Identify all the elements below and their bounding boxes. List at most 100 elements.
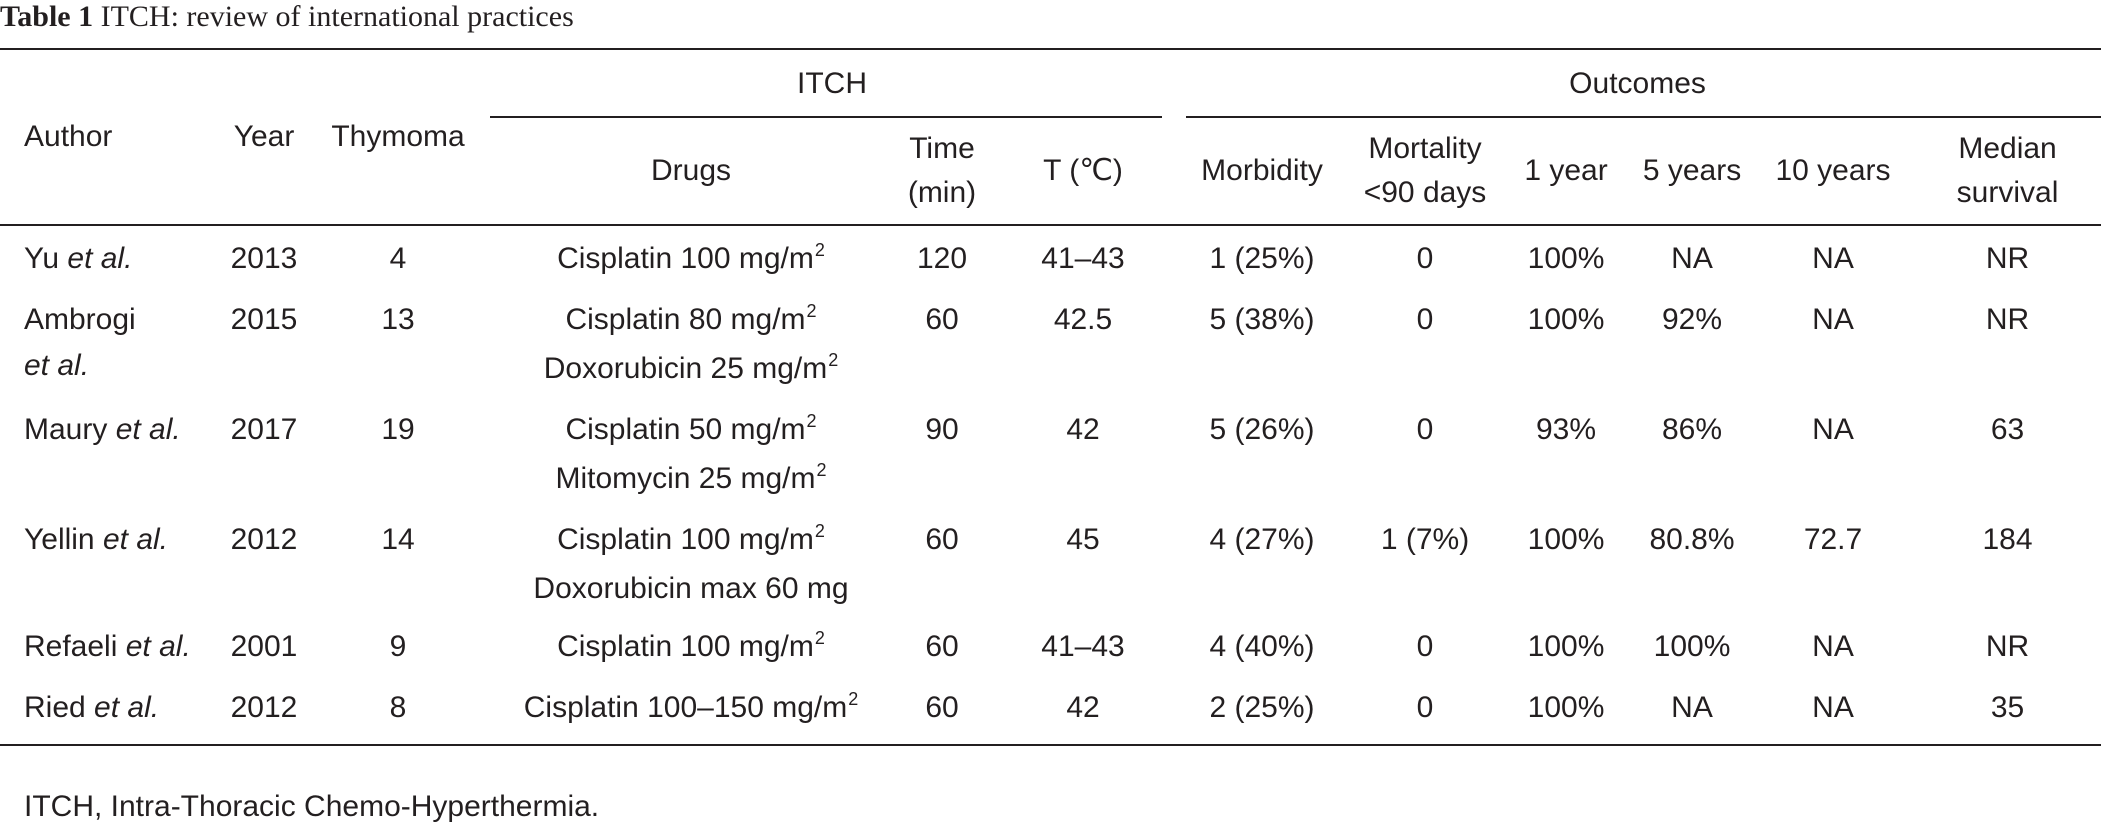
author-et-al: et al. <box>102 523 169 556</box>
cell-1-year: 100% <box>1527 691 1605 724</box>
drug-line: Cisplatin 100 mg/m2 <box>490 517 892 566</box>
cell-morbidity: 1 (25%) <box>1209 242 1315 275</box>
cell-morbidity: 4 (27%) <box>1209 523 1315 556</box>
cell-time: 60 <box>925 691 959 724</box>
drug-text: Cisplatin 100–150 mg/m <box>523 691 848 724</box>
cell-temperature: 42 <box>1066 413 1100 446</box>
cell-drugs: Cisplatin 100 mg/m2 <box>490 225 892 291</box>
table-header: Author Year Thymoma ITCH Outcomes Drugs … <box>0 49 2101 225</box>
cell-10-years: NA <box>1812 413 1854 446</box>
col-header-1-year: 1 year <box>1524 154 1608 187</box>
cell-morbidity: 5 (26%) <box>1209 413 1315 446</box>
cell-median-survival: 63 <box>1990 413 2025 446</box>
drug-line: Doxorubicin 25 mg/m2 <box>490 346 892 395</box>
cell-year: 2001 <box>230 630 298 663</box>
drug-superscript: 2 <box>816 460 827 480</box>
drug-superscript: 2 <box>814 240 825 260</box>
author-et-al: et al. <box>125 630 191 663</box>
cell-drugs: Cisplatin 50 mg/m2 Mitomycin 25 mg/m2 <box>490 401 892 511</box>
table-caption-label: Table 1 <box>0 0 94 33</box>
drug-superscript: 2 <box>848 689 859 709</box>
cell-author: Refaeli et al. <box>0 618 222 679</box>
itch-review-table: Author Year Thymoma ITCH Outcomes Drugs … <box>0 48 2101 746</box>
cell-1-year: 100% <box>1527 630 1605 663</box>
cell-temperature: 41–43 <box>1041 242 1125 275</box>
cell-drugs: Cisplatin 100–150 mg/m2 <box>490 679 892 745</box>
cell-time: 60 <box>925 523 959 556</box>
table-row: Yellin et al. 2012 14 Cisplatin 100 mg/m2 Do… <box>0 511 2101 618</box>
cell-median-survival: 35 <box>1990 691 2025 724</box>
drug-text: Doxorubicin max 60 mg <box>533 572 849 605</box>
col-header-time-line2: (min) <box>907 176 977 209</box>
cell-temperature: 42.5 <box>1053 303 1113 336</box>
cell-temperature: 45 <box>1066 523 1100 556</box>
cell-thymoma: 13 <box>381 303 415 336</box>
cell-1-year: 93% <box>1535 413 1597 446</box>
author-name: Ambrogi <box>24 303 136 336</box>
col-header-year: Year <box>233 120 295 153</box>
cell-author: Yu et al. <box>0 225 222 291</box>
table-row: Yu et al. 2013 4 Cisplatin 100 mg/m2 120 41–4… <box>0 225 2101 291</box>
cell-5-years: 80.8% <box>1649 523 1735 556</box>
table-row: Ried et al. 2012 8 Cisplatin 100–150 mg/m2 6… <box>0 679 2101 745</box>
cell-5-years: 92% <box>1661 303 1723 336</box>
cell-temperature: 41–43 <box>1041 630 1125 663</box>
drug-line: Cisplatin 100–150 mg/m2 <box>490 685 892 734</box>
table-caption-title: ITCH: review of international practices <box>100 0 574 33</box>
cell-temperature: 42 <box>1066 691 1100 724</box>
col-header-mortality: Mortality <90 days <box>1350 118 1500 225</box>
group-header-itch: ITCH <box>490 49 1174 118</box>
table-caption: Table 1 ITCH: review of international pr… <box>0 0 574 34</box>
cell-1-year: 100% <box>1527 303 1605 336</box>
author-et-al: et al. <box>115 413 181 446</box>
cell-time: 60 <box>925 303 959 336</box>
cell-10-years: 72.7 <box>1803 523 1863 556</box>
drug-superscript: 2 <box>814 628 825 648</box>
drug-text: Cisplatin 50 mg/m <box>565 413 806 446</box>
drug-superscript: 2 <box>806 411 817 431</box>
cell-10-years: NA <box>1812 691 1854 724</box>
col-header-median-survival: Median survival <box>1914 118 2101 225</box>
cell-mortality: 0 <box>1416 303 1434 336</box>
cell-time: 90 <box>925 413 959 446</box>
cell-median-survival: NR <box>1985 303 2030 336</box>
table-row: Maury et al. 2017 19 Cisplatin 50 mg/m2 Mito… <box>0 401 2101 511</box>
col-header-time: Time (min) <box>892 118 992 225</box>
cell-median-survival: NR <box>1985 630 2030 663</box>
cell-median-survival: 184 <box>1982 523 2033 556</box>
cell-mortality: 0 <box>1416 691 1434 724</box>
cell-year: 2015 <box>230 303 298 336</box>
cell-mortality: 1 (7%) <box>1380 523 1470 556</box>
col-header-author: Author <box>24 120 113 153</box>
col-header-temperature: T (℃) <box>1043 154 1123 187</box>
cell-drugs: Cisplatin 100 mg/m2 <box>490 618 892 679</box>
cell-drugs: Cisplatin 100 mg/m2 Doxorubicin max 60 mg <box>490 511 892 618</box>
author-name: Maury <box>24 413 108 446</box>
table-footnote: ITCH, Intra-Thoracic Chemo-Hyperthermia. <box>24 790 600 823</box>
cell-morbidity: 2 (25%) <box>1209 691 1315 724</box>
cell-morbidity: 4 (40%) <box>1209 630 1315 663</box>
cell-median-survival: NR <box>1985 242 2030 275</box>
cell-time: 60 <box>925 630 959 663</box>
cell-1-year: 100% <box>1527 523 1605 556</box>
col-header-drugs: Drugs <box>650 154 732 187</box>
cell-time: 120 <box>916 242 968 275</box>
cell-10-years: NA <box>1812 630 1854 663</box>
cell-1-year: 100% <box>1527 242 1605 275</box>
cell-mortality: 0 <box>1416 413 1434 446</box>
drug-text: Cisplatin 100 mg/m <box>557 630 814 663</box>
col-header-10-years: 10 years <box>1775 154 1891 187</box>
cell-thymoma: 4 <box>389 242 407 275</box>
table-row: Ambrogi et al. 2015 13 Cisplatin 80 mg/m2 Dox… <box>0 291 2101 401</box>
col-header-thymoma: Thymoma <box>331 120 465 153</box>
drug-line: Cisplatin 100 mg/m2 <box>490 236 892 285</box>
cell-thymoma: 9 <box>389 630 407 663</box>
drug-line: Mitomycin 25 mg/m2 <box>490 456 892 505</box>
author-et-al: et al. <box>24 349 90 382</box>
cell-morbidity: 5 (38%) <box>1209 303 1315 336</box>
cell-year: 2013 <box>230 242 298 275</box>
cell-author: Ried et al. <box>0 679 222 745</box>
cell-author: Yellin et al. <box>0 511 222 618</box>
cell-author: Maury et al. <box>0 401 222 511</box>
drug-line: Cisplatin 80 mg/m2 <box>490 297 892 346</box>
